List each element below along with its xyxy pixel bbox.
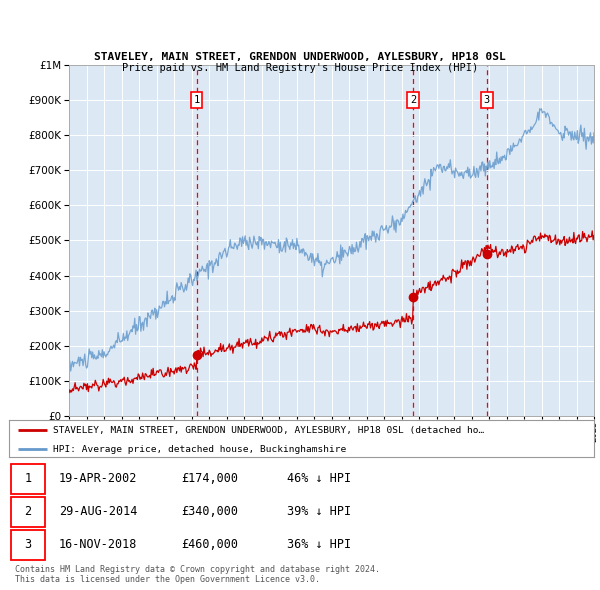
Text: Price paid vs. HM Land Registry's House Price Index (HPI): Price paid vs. HM Land Registry's House … xyxy=(122,64,478,73)
Text: 46% ↓ HPI: 46% ↓ HPI xyxy=(287,472,351,486)
Text: Contains HM Land Registry data © Crown copyright and database right 2024.: Contains HM Land Registry data © Crown c… xyxy=(15,565,380,574)
Text: £460,000: £460,000 xyxy=(182,538,239,552)
Text: STAVELEY, MAIN STREET, GRENDON UNDERWOOD, AYLESBURY, HP18 0SL: STAVELEY, MAIN STREET, GRENDON UNDERWOOD… xyxy=(94,53,506,62)
Text: HPI: Average price, detached house, Buckinghamshire: HPI: Average price, detached house, Buck… xyxy=(53,445,346,454)
Text: This data is licensed under the Open Government Licence v3.0.: This data is licensed under the Open Gov… xyxy=(15,575,320,584)
Text: 3: 3 xyxy=(24,538,31,552)
FancyBboxPatch shape xyxy=(11,530,44,560)
Text: £340,000: £340,000 xyxy=(182,505,239,519)
Text: STAVELEY, MAIN STREET, GRENDON UNDERWOOD, AYLESBURY, HP18 0SL (detached ho…: STAVELEY, MAIN STREET, GRENDON UNDERWOOD… xyxy=(53,426,484,435)
Text: 39% ↓ HPI: 39% ↓ HPI xyxy=(287,505,351,519)
Text: 2: 2 xyxy=(24,505,31,519)
FancyBboxPatch shape xyxy=(11,464,44,494)
Text: 2: 2 xyxy=(410,95,416,105)
Text: 16-NOV-2018: 16-NOV-2018 xyxy=(59,538,137,552)
Text: 36% ↓ HPI: 36% ↓ HPI xyxy=(287,538,351,552)
FancyBboxPatch shape xyxy=(11,497,44,527)
Text: 19-APR-2002: 19-APR-2002 xyxy=(59,472,137,486)
Text: £174,000: £174,000 xyxy=(182,472,239,486)
Text: 1: 1 xyxy=(24,472,31,486)
Text: 1: 1 xyxy=(194,95,200,105)
Text: 3: 3 xyxy=(484,95,490,105)
Text: 29-AUG-2014: 29-AUG-2014 xyxy=(59,505,137,519)
